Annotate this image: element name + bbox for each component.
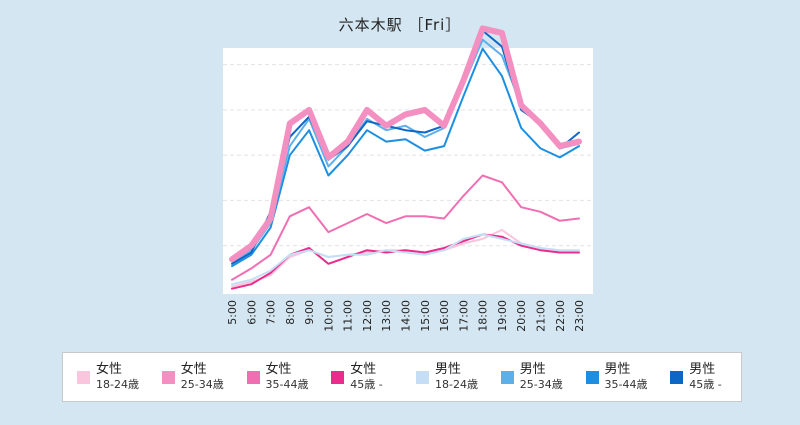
x-tick-label: 14:00 — [400, 300, 413, 332]
x-tick-label: 8:00 — [284, 300, 297, 325]
legend: 女性 18-24歳 女性 25-34歳 女性 35-44歳 女性 45歳 - 男性 18-24歳男… — [62, 352, 742, 402]
legend-age-label: 45歳 - — [689, 378, 722, 391]
legend-swatch — [416, 370, 429, 384]
x-tick-label: 15:00 — [419, 300, 432, 332]
legend-item: 男性 25-34歳 — [487, 353, 572, 401]
legend-gender-label: 女性 — [96, 362, 123, 377]
x-tick-label: 22:00 — [554, 300, 567, 332]
series-line-female-18-24 — [231, 228, 580, 288]
legend-swatch — [161, 370, 175, 384]
legend-age-label: 25-34歳 — [180, 378, 224, 391]
x-tick-label: 17:00 — [457, 300, 470, 332]
legend-age-label: 25-34歳 — [519, 378, 563, 391]
x-tick-label: 12:00 — [361, 300, 374, 332]
x-tick-label: 23:00 — [573, 300, 586, 332]
series-line-female-45-plus — [231, 233, 580, 290]
legend-item: 女性 25-34歳 — [148, 353, 233, 401]
legend-age-label: 18-24歳 — [435, 378, 478, 391]
legend-gender-label: 女性 — [350, 362, 377, 377]
legend-swatch — [331, 370, 345, 384]
legend-item: 男性 18-24歳 — [402, 353, 487, 401]
legend-swatch — [246, 370, 260, 384]
x-tick-label: 7:00 — [265, 300, 278, 325]
legend-swatch — [77, 370, 90, 384]
x-tick-label: 9:00 — [303, 300, 316, 325]
legend-item: 女性 45歳 - — [317, 353, 402, 401]
legend-gender-label: 女性 — [265, 362, 292, 377]
x-axis-ticks: 5:00 6:00 7:00 8:00 9:00 10:00 11:00 12:00 13:00… — [226, 300, 586, 332]
legend-item: 女性 18-24歳 — [63, 353, 148, 401]
x-tick-label: 16:00 — [438, 300, 451, 332]
x-tick-label: 6:00 — [245, 300, 258, 325]
x-tick-label: 11:00 — [342, 300, 355, 332]
legend-gender-label: 女性 — [180, 362, 207, 377]
legend-item: 男性 35-44歳 — [572, 353, 657, 401]
series-line-female-35-44 — [231, 174, 580, 281]
legend-age-label: 35-44歳 — [604, 378, 648, 391]
x-tick-label: 21:00 — [534, 300, 547, 332]
series-lines — [229, 25, 582, 290]
gridlines — [223, 64, 593, 247]
series-line-male-35-44 — [231, 47, 580, 268]
x-tick-label: 18:00 — [477, 300, 490, 332]
legend-gender-label: 男性 — [435, 362, 462, 377]
legend-age-label: 35-44歳 — [265, 378, 309, 391]
legend-swatch — [585, 370, 599, 384]
series-line-male-18-24 — [231, 233, 580, 286]
x-tick-label: 19:00 — [496, 300, 509, 332]
legend-age-label: 45歳 - — [350, 378, 383, 391]
x-tick-label: 10:00 — [322, 300, 335, 332]
legend-age-label: 18-24歳 — [96, 378, 139, 391]
legend-item: 男性 45歳 - — [656, 353, 741, 401]
legend-gender-label: 男性 — [689, 362, 716, 377]
legend-gender-label: 男性 — [519, 362, 546, 377]
series-line-female-25-34 — [229, 25, 582, 263]
x-tick-label: 13:00 — [380, 300, 393, 332]
legend-item: 女性 35-44歳 — [233, 353, 318, 401]
x-tick-label: 5:00 — [226, 300, 239, 325]
line-chart: 5:00 6:00 7:00 8:00 9:00 10:00 11:00 12:00 13:00… — [223, 25, 593, 332]
x-tick-label: 20:00 — [515, 300, 528, 332]
legend-gender-label: 男性 — [604, 362, 631, 377]
legend-swatch — [500, 370, 514, 384]
chart-title: 六本木駅 ［Fri］ — [338, 16, 462, 34]
legend-swatch — [670, 370, 684, 384]
